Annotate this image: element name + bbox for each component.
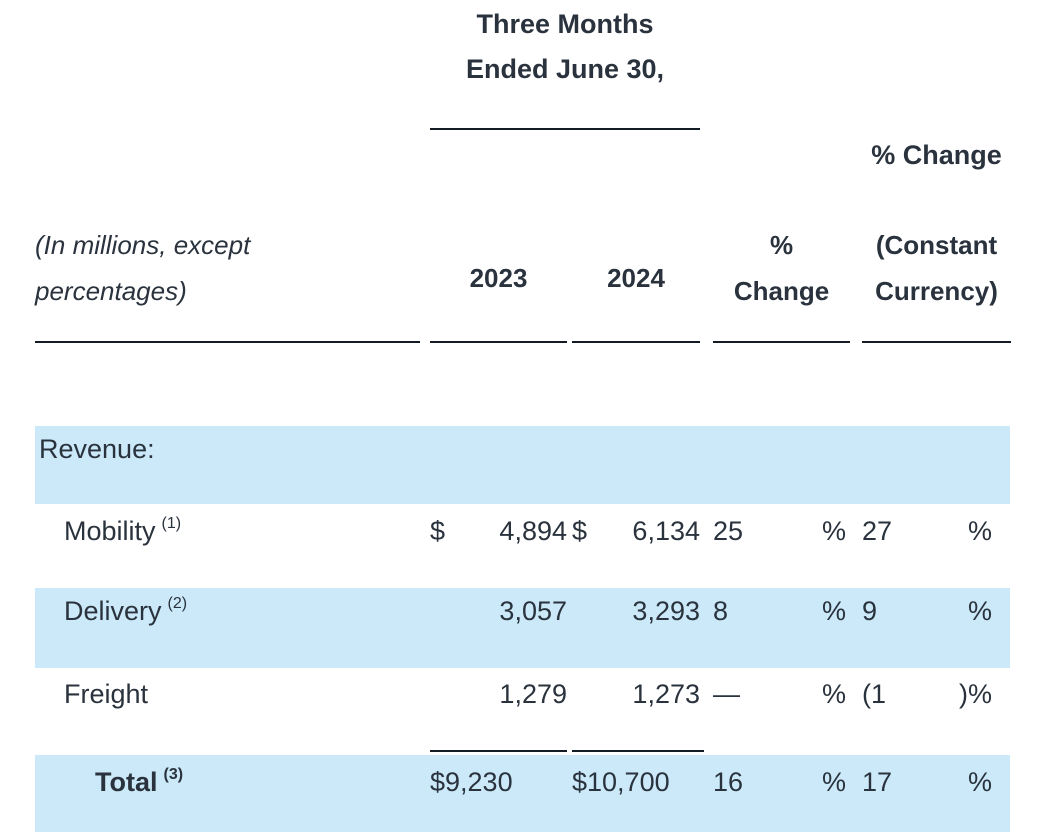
pct-change-cell: —% [713, 679, 850, 710]
value-2023: $9,230 [430, 767, 513, 797]
col-header-cc-line0: % Change [871, 140, 1002, 170]
cc-change-cell: (1)% [862, 679, 1010, 710]
cc-change-cell: 27% [862, 516, 1010, 547]
cc-change-value: 9 [862, 596, 878, 626]
value-2024-cell: $6,134 [572, 516, 700, 547]
footnote-marker: (3) [163, 766, 184, 783]
value-2024-cell: 1,273 [572, 679, 700, 710]
col-header-cc-line1: (Constant [875, 230, 998, 260]
units-note-line1: (In millions, except [35, 230, 251, 260]
table-row-delivery: Delivery (2) 3,057 3,293 8% 9% [35, 588, 1010, 668]
row-label: Mobility (1) [35, 515, 430, 547]
table-title: Three Months Ended June 30, [430, 2, 700, 92]
value-2023-cell: $4,894 [430, 516, 567, 547]
col-header-pct-line2: Change [733, 276, 830, 306]
currency-symbol: $ [430, 516, 446, 546]
value-2023: 1,279 [499, 679, 567, 709]
pct-change-cell: 25% [713, 516, 850, 547]
header-rule-label-col [35, 341, 420, 343]
row-label-text: Mobility [64, 516, 156, 546]
row-label-text: Delivery [64, 596, 162, 626]
total-rule-2023-col [430, 750, 567, 752]
row-label-text: Total [95, 767, 158, 797]
col-header-2024: 2024 [607, 263, 665, 293]
currency-symbol: $ [572, 516, 588, 546]
pct-change-cell: 16% [713, 767, 850, 798]
value-2024: $10,700 [572, 767, 670, 797]
percent-sign: % [821, 767, 846, 797]
pct-change-value: 25 [713, 516, 744, 546]
value-2023: 4,894 [499, 516, 567, 546]
percent-sign: % [821, 679, 846, 709]
header-rule-2024-col [572, 341, 700, 343]
cc-change-cell: 9% [862, 596, 1010, 627]
table-title-line2: Ended June 30, [465, 54, 665, 84]
percent-sign: )% [959, 679, 992, 709]
percent-sign: % [821, 516, 846, 546]
col-header-pct-change: % Change [713, 222, 850, 314]
row-label: Freight [35, 679, 430, 710]
title-underline [430, 128, 700, 130]
footnote-marker: (1) [161, 515, 182, 532]
table-row-mobility: Mobility (1) $4,894 $6,134 25% 27% [35, 504, 1010, 588]
cc-change-cell: 17% [862, 767, 1010, 798]
cc-change-value: 27 [862, 516, 893, 546]
cc-change-value: 17 [862, 767, 893, 797]
percent-sign: % [967, 516, 992, 546]
value-2023: 3,057 [499, 596, 567, 626]
header-rule-cc-col [862, 341, 1011, 343]
units-note-line2: percentages) [35, 276, 187, 306]
value-2023-cell: 1,279 [430, 679, 567, 710]
col-header-cc-line2: Currency) [875, 276, 998, 306]
value-2024: 1,273 [632, 679, 700, 709]
total-rule-2024-col [572, 750, 704, 752]
percent-sign: % [821, 596, 846, 626]
value-2024-cell: 3,293 [572, 596, 700, 627]
pct-change-cell: 8% [713, 596, 850, 627]
value-2024: 6,134 [632, 516, 700, 546]
header-rule-2023-col [430, 341, 567, 343]
pct-change-value: — [713, 679, 740, 709]
col-header-constant-currency: (Constant Currency) [862, 222, 1011, 314]
row-label-text: Freight [64, 679, 149, 709]
units-note: (In millions, except percentages) [35, 222, 425, 314]
cc-change-value: (1 [862, 679, 887, 709]
table-row-freight: Freight 1,279 1,273 —% (1)% [35, 668, 1010, 755]
percent-sign: % [967, 596, 992, 626]
section-label: Revenue: [39, 434, 155, 464]
section-row-revenue: Revenue: [35, 426, 1010, 504]
percent-sign: % [967, 767, 992, 797]
header-rule-pct-col [713, 341, 850, 343]
table-title-line1: Three Months [476, 9, 654, 39]
footnote-marker: (2) [167, 595, 188, 612]
row-label: Total (3) [35, 766, 430, 798]
pct-change-value: 8 [713, 596, 729, 626]
value-2024: 3,293 [632, 596, 700, 626]
row-label: Delivery (2) [35, 595, 430, 627]
value-2023-cell: $9,230 [430, 767, 567, 798]
col-header-pct-line1: % [769, 230, 794, 260]
value-2024-cell: $10,700 [572, 767, 700, 798]
value-2023-cell: 3,057 [430, 596, 567, 627]
col-header-2023: 2023 [469, 263, 528, 293]
pct-change-value: 16 [713, 767, 744, 797]
table-row-total: Total (3) $9,230 $10,700 16% 17% [35, 755, 1010, 832]
